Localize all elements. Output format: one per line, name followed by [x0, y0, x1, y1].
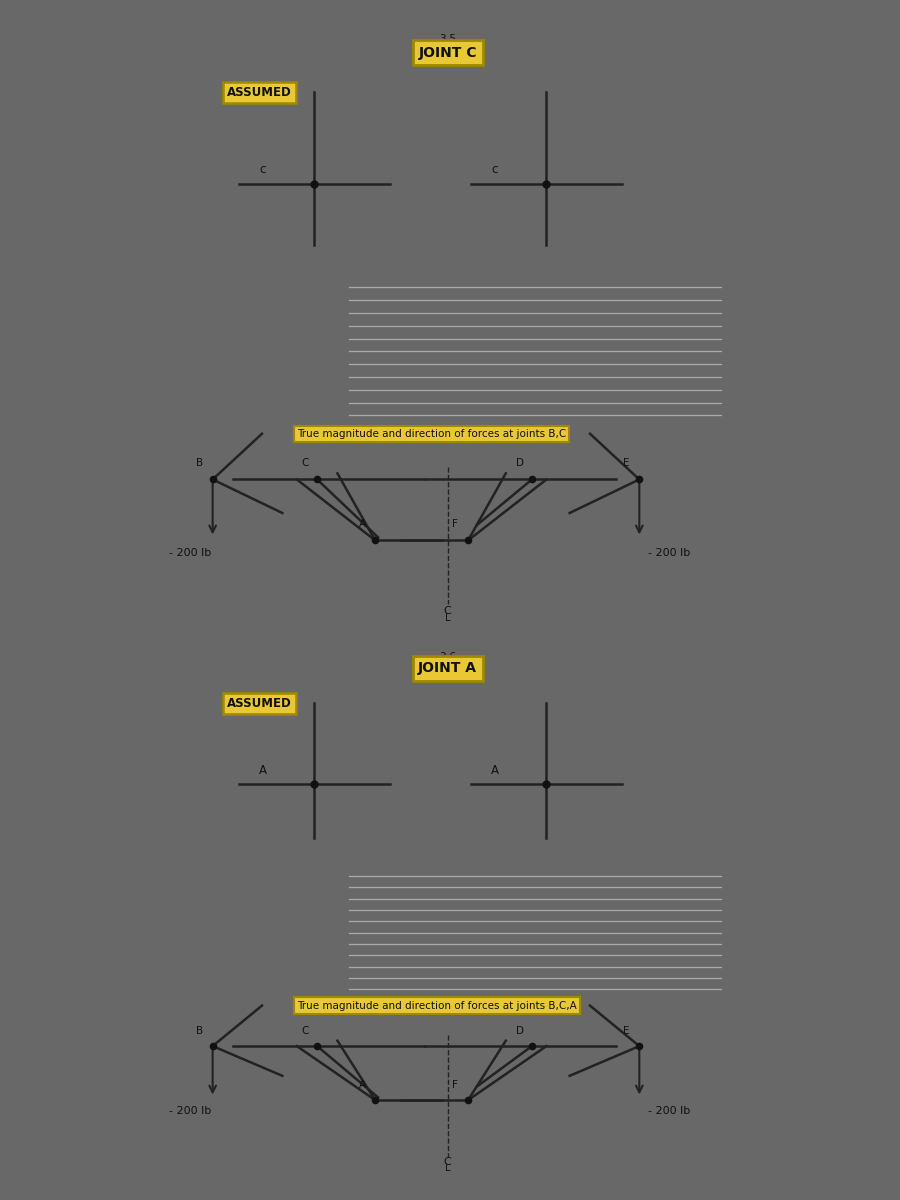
- Text: ASSUMED: ASSUMED: [227, 697, 292, 709]
- Text: L: L: [445, 1163, 451, 1174]
- Text: C: C: [444, 606, 452, 616]
- Text: A: A: [359, 1080, 366, 1091]
- Text: ASSUMED: ASSUMED: [227, 86, 292, 98]
- Text: True magnitude and direction of forces at joints B,C: True magnitude and direction of forces a…: [297, 428, 566, 439]
- Text: - 200 lb: - 200 lb: [648, 1105, 690, 1116]
- Text: E: E: [623, 1026, 630, 1037]
- Text: - 200 lb: - 200 lb: [648, 547, 690, 558]
- Text: A: A: [491, 764, 500, 778]
- Text: C: C: [301, 1026, 309, 1037]
- Text: c: c: [259, 163, 266, 176]
- Text: True magnitude and direction of forces at joints B,C,A: True magnitude and direction of forces a…: [297, 1001, 577, 1010]
- Text: A: A: [259, 764, 267, 778]
- Text: JOINT A: JOINT A: [418, 661, 477, 676]
- Text: D: D: [516, 458, 524, 468]
- Text: c: c: [491, 163, 498, 176]
- Text: - 200 lb: - 200 lb: [169, 547, 211, 558]
- Text: B: B: [196, 458, 203, 468]
- Text: 3-6: 3-6: [439, 652, 456, 662]
- Text: F: F: [452, 1080, 458, 1091]
- Text: L: L: [445, 613, 451, 623]
- Text: 3-5: 3-5: [439, 35, 456, 44]
- Text: D: D: [516, 1026, 524, 1037]
- Text: C: C: [301, 458, 309, 468]
- Text: JOINT C: JOINT C: [418, 46, 477, 60]
- Text: F: F: [452, 518, 458, 529]
- Text: A: A: [359, 518, 366, 529]
- Text: - 200 lb: - 200 lb: [169, 1105, 211, 1116]
- Text: B: B: [196, 1026, 203, 1037]
- Text: E: E: [623, 458, 630, 468]
- Text: C: C: [444, 1157, 452, 1168]
